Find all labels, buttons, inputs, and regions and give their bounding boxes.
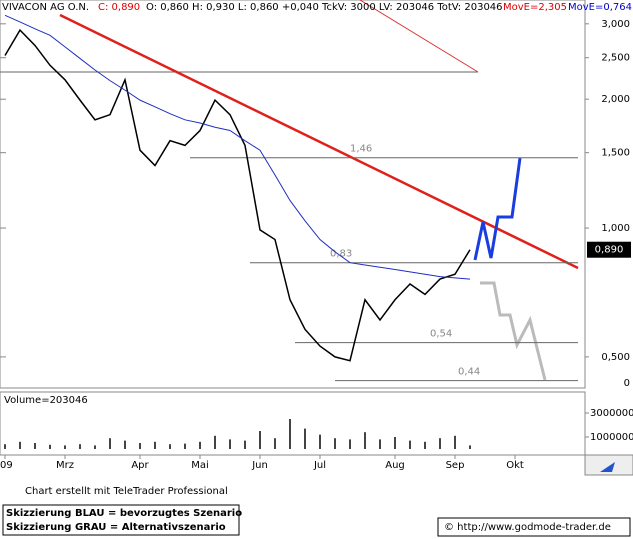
x-tick-label: Sep [446,460,465,471]
legend-blue: Skizzierung BLAU = bevorzugtes Szenario [6,508,242,519]
volume-bar [79,444,81,449]
volume-label: Volume=203046 [4,395,88,406]
volume-bar [289,419,291,449]
x-tick-label: Mrz [56,460,74,471]
tool-arrow [600,462,615,472]
volume-bar [169,444,171,449]
volume-bar [379,439,381,449]
volume-bar [439,438,441,449]
x-tick-label: Apr [131,460,149,471]
header-stats: O: 0,860 H: 0,930 L: 0,860 +0,040 TckV: … [146,2,503,13]
x-tick-label: Aug [385,460,405,471]
volume-tick-label: 1000000 [590,432,633,443]
level-label: 0,54 [430,329,452,340]
volume-bar [184,443,186,449]
volume-bar [214,435,216,449]
y-tick-label: 1,000 [601,223,630,234]
volume-bar [19,441,21,449]
header-move2: MovE=0,764 [568,2,632,13]
trend-line [59,13,579,270]
header-name: VIVACON AG O.N. [2,2,89,13]
volume-bar [454,435,456,449]
volume-bar [229,439,231,449]
volume-bar [49,444,51,449]
volume-bar [364,432,366,449]
tool-icon[interactable] [584,454,633,476]
price-line [4,14,471,280]
volume-bar [349,439,351,449]
level-label: 0,44 [458,367,480,378]
y-tick-label: 1,500 [601,148,630,159]
x-tick-label: '09 [0,460,13,471]
price-panel [0,0,586,389]
url: © http://www.godmode-trader.de [444,522,611,533]
url-box [437,517,631,537]
volume-bar [409,440,411,449]
x-tick-label: Jul [313,460,326,471]
price-line [4,28,471,362]
volume-bar [304,428,306,449]
volume-bar [199,441,201,449]
volume-bar [334,438,336,449]
volume-panel [0,391,586,456]
volume-bar [319,434,321,449]
y-bottom-label: 0 [624,378,630,389]
header-move1: MovE=2,305 [503,2,567,13]
y-tick-label: 3,000 [601,19,630,30]
x-tick-label: Okt [506,460,524,471]
volume-bar [394,437,396,449]
volume-bar [94,445,96,449]
y-tick-label: 0,500 [601,352,630,363]
level-label: 0,83 [330,249,352,260]
volume-tick-label: 3000000 [590,408,633,419]
y-tick-label: 2,000 [601,94,630,105]
legend-grey: Skizzierung GRAU = Alternativszenario [6,522,226,533]
x-tick-label: Mai [191,460,209,471]
grey-scenario [480,281,547,381]
volume-bar [124,440,126,449]
volume-bar [4,444,6,449]
volume-bar [154,441,156,449]
y-tick-label: 2,500 [601,53,630,64]
last-price-box [587,241,631,258]
volume-bar [109,438,111,449]
volume-bar [259,431,261,449]
credit: Chart erstellt mit TeleTrader Profession… [25,486,228,497]
volume-bar [64,445,66,449]
last-price-label: 0,890 [595,245,624,256]
volume-bar [274,438,276,449]
header-close: C: 0,890 [98,2,140,13]
x-tick-label: Jun [251,460,268,471]
legend-box [2,504,240,536]
volume-bar [469,445,471,449]
volume-bar [244,440,246,449]
level-label: 1,46 [350,144,372,155]
volume-bar [139,443,141,449]
volume-bar [34,443,36,449]
volume-bar [424,441,426,449]
ma-line [359,0,479,73]
blue-scenario [473,157,522,261]
